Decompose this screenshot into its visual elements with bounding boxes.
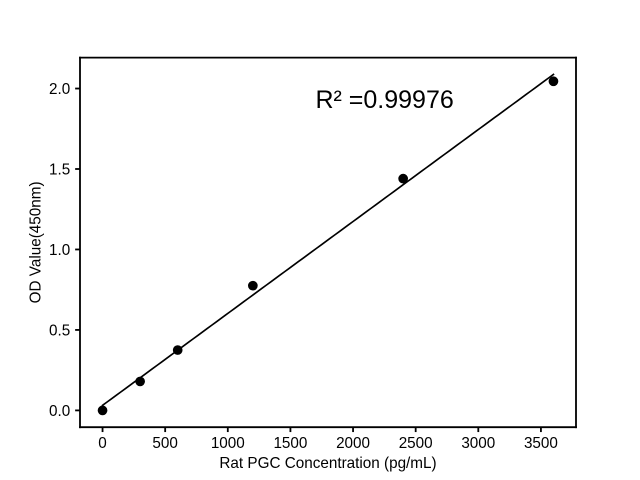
svg-text:3000: 3000	[461, 435, 495, 452]
svg-text:500: 500	[152, 435, 177, 452]
svg-text:2500: 2500	[399, 435, 433, 452]
svg-text:2000: 2000	[336, 435, 370, 452]
svg-text:3500: 3500	[524, 435, 558, 452]
svg-text:0.0: 0.0	[49, 403, 70, 420]
svg-text:OD Value(450nm): OD Value(450nm)	[27, 181, 44, 303]
svg-text:1500: 1500	[273, 435, 307, 452]
svg-text:0.5: 0.5	[49, 322, 70, 339]
svg-text:2.0: 2.0	[49, 81, 70, 98]
svg-text:Rat PGC Concentration (pg/mL): Rat PGC Concentration (pg/mL)	[219, 455, 436, 472]
svg-text:0: 0	[98, 435, 107, 452]
svg-text:1.5: 1.5	[49, 162, 70, 179]
svg-text:1.0: 1.0	[49, 242, 70, 259]
svg-text:R² =0.99976: R² =0.99976	[315, 86, 453, 114]
svg-text:1000: 1000	[211, 435, 245, 452]
